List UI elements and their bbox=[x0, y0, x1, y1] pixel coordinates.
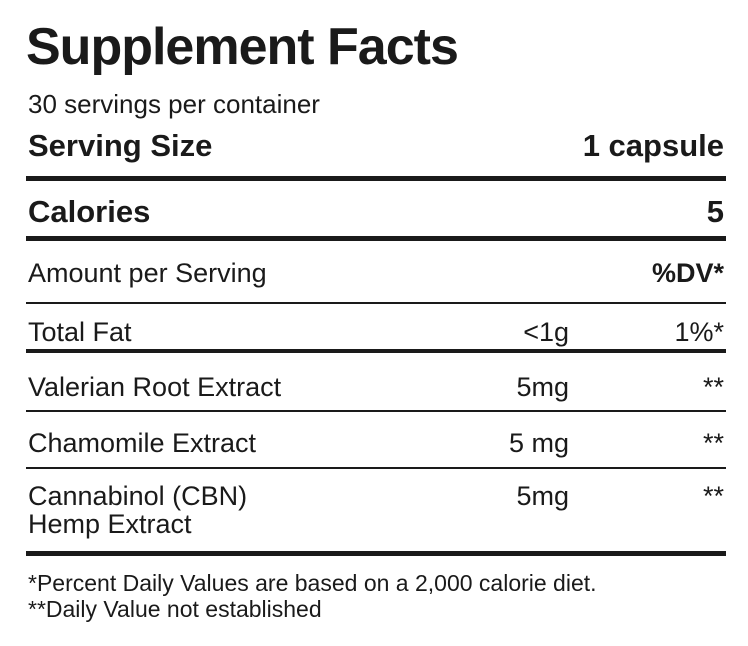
serving-size-row: Serving Size 1 capsule bbox=[26, 126, 726, 170]
divider-medium bbox=[26, 349, 726, 353]
nutrient-amount: 5mg bbox=[516, 481, 569, 511]
nutrient-dv: ** bbox=[702, 481, 724, 511]
divider-thick bbox=[26, 176, 726, 181]
nutrient-name: Cannabinol (CBN) Hemp Extract bbox=[28, 482, 247, 538]
divider-thin bbox=[26, 410, 726, 412]
calories-value: 5 bbox=[706, 194, 724, 229]
divider-thin bbox=[26, 467, 726, 469]
nutrient-row: Chamomile Extract 5 mg ** bbox=[26, 426, 726, 462]
calories-label: Calories bbox=[28, 194, 151, 229]
nutrient-amount: 5mg bbox=[516, 372, 569, 402]
calories-row: Calories 5 bbox=[26, 192, 726, 236]
label-title: Supplement Facts bbox=[26, 18, 459, 76]
servings-per-container: 30 servings per container bbox=[28, 89, 320, 119]
nutrient-row: Total Fat <1g 1%* bbox=[26, 315, 726, 351]
footnote-dv: *Percent Daily Values are based on a 2,0… bbox=[28, 570, 597, 596]
nutrient-name-line1: Cannabinol (CBN) bbox=[28, 481, 248, 511]
divider-thick bbox=[26, 551, 726, 556]
nutrient-name: Total Fat bbox=[28, 317, 132, 347]
nutrient-amount: <1g bbox=[523, 317, 569, 347]
amount-per-serving-row: Amount per Serving %DV* bbox=[26, 255, 726, 295]
divider-thin bbox=[26, 302, 726, 304]
nutrient-name: Chamomile Extract bbox=[28, 428, 257, 458]
nutrient-row: Valerian Root Extract 5mg ** bbox=[26, 370, 726, 406]
nutrient-row: Cannabinol (CBN) Hemp Extract 5mg ** bbox=[26, 482, 726, 546]
serving-size-value: 1 capsule bbox=[582, 128, 724, 163]
amount-per-serving-label: Amount per Serving bbox=[28, 258, 267, 288]
divider-thick bbox=[26, 236, 726, 241]
nutrient-name-line2: Hemp Extract bbox=[28, 509, 192, 539]
nutrient-dv: ** bbox=[702, 372, 724, 402]
footnote-not-established: **Daily Value not established bbox=[28, 596, 322, 622]
serving-size-label: Serving Size bbox=[28, 128, 213, 163]
nutrient-dv: ** bbox=[702, 428, 724, 458]
nutrient-amount: 5 mg bbox=[508, 428, 569, 458]
nutrient-dv: 1%* bbox=[674, 317, 724, 347]
nutrient-name: Valerian Root Extract bbox=[28, 372, 282, 402]
supplement-facts-label: Supplement Facts 30 servings per contain… bbox=[26, 0, 726, 646]
dv-header: %DV* bbox=[651, 258, 724, 288]
